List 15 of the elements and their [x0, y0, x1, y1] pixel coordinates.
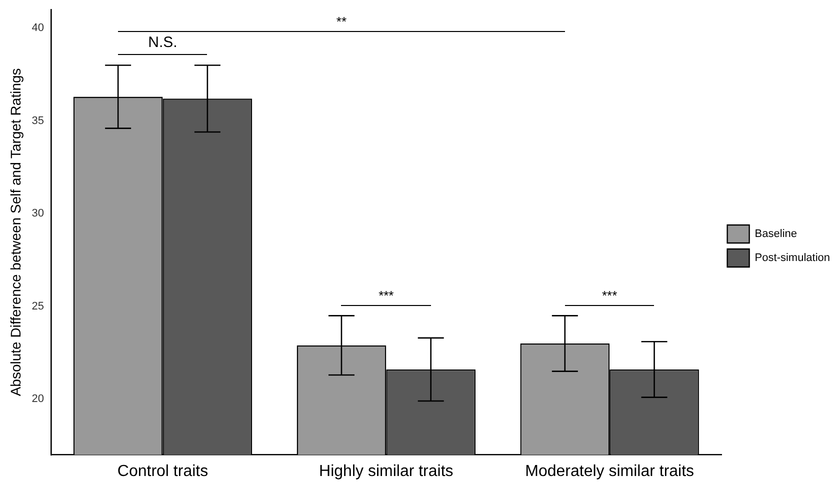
x-tick-label: Moderately similar traits — [525, 462, 694, 480]
x-tick-label: Control traits — [117, 462, 208, 480]
y-axis-title: Absolute Difference between Self and Target Ratings — [7, 68, 24, 396]
annotation: *** — [600, 288, 618, 303]
y-tick-label: 30 — [32, 208, 44, 220]
annotation: N.S. — [147, 34, 178, 52]
y-tick-label: 40 — [32, 22, 44, 34]
y-tick-label: 20 — [32, 393, 44, 406]
legend-label: Baseline — [754, 228, 798, 240]
y-tick-label: 25 — [32, 300, 44, 312]
annotation: *** — [378, 288, 395, 303]
x-tick-label: Highly similar traits — [319, 462, 454, 480]
legend-label: Post-simulation — [754, 252, 830, 264]
annotation: ** — [335, 14, 348, 29]
y-tick-label: 35 — [32, 114, 44, 127]
